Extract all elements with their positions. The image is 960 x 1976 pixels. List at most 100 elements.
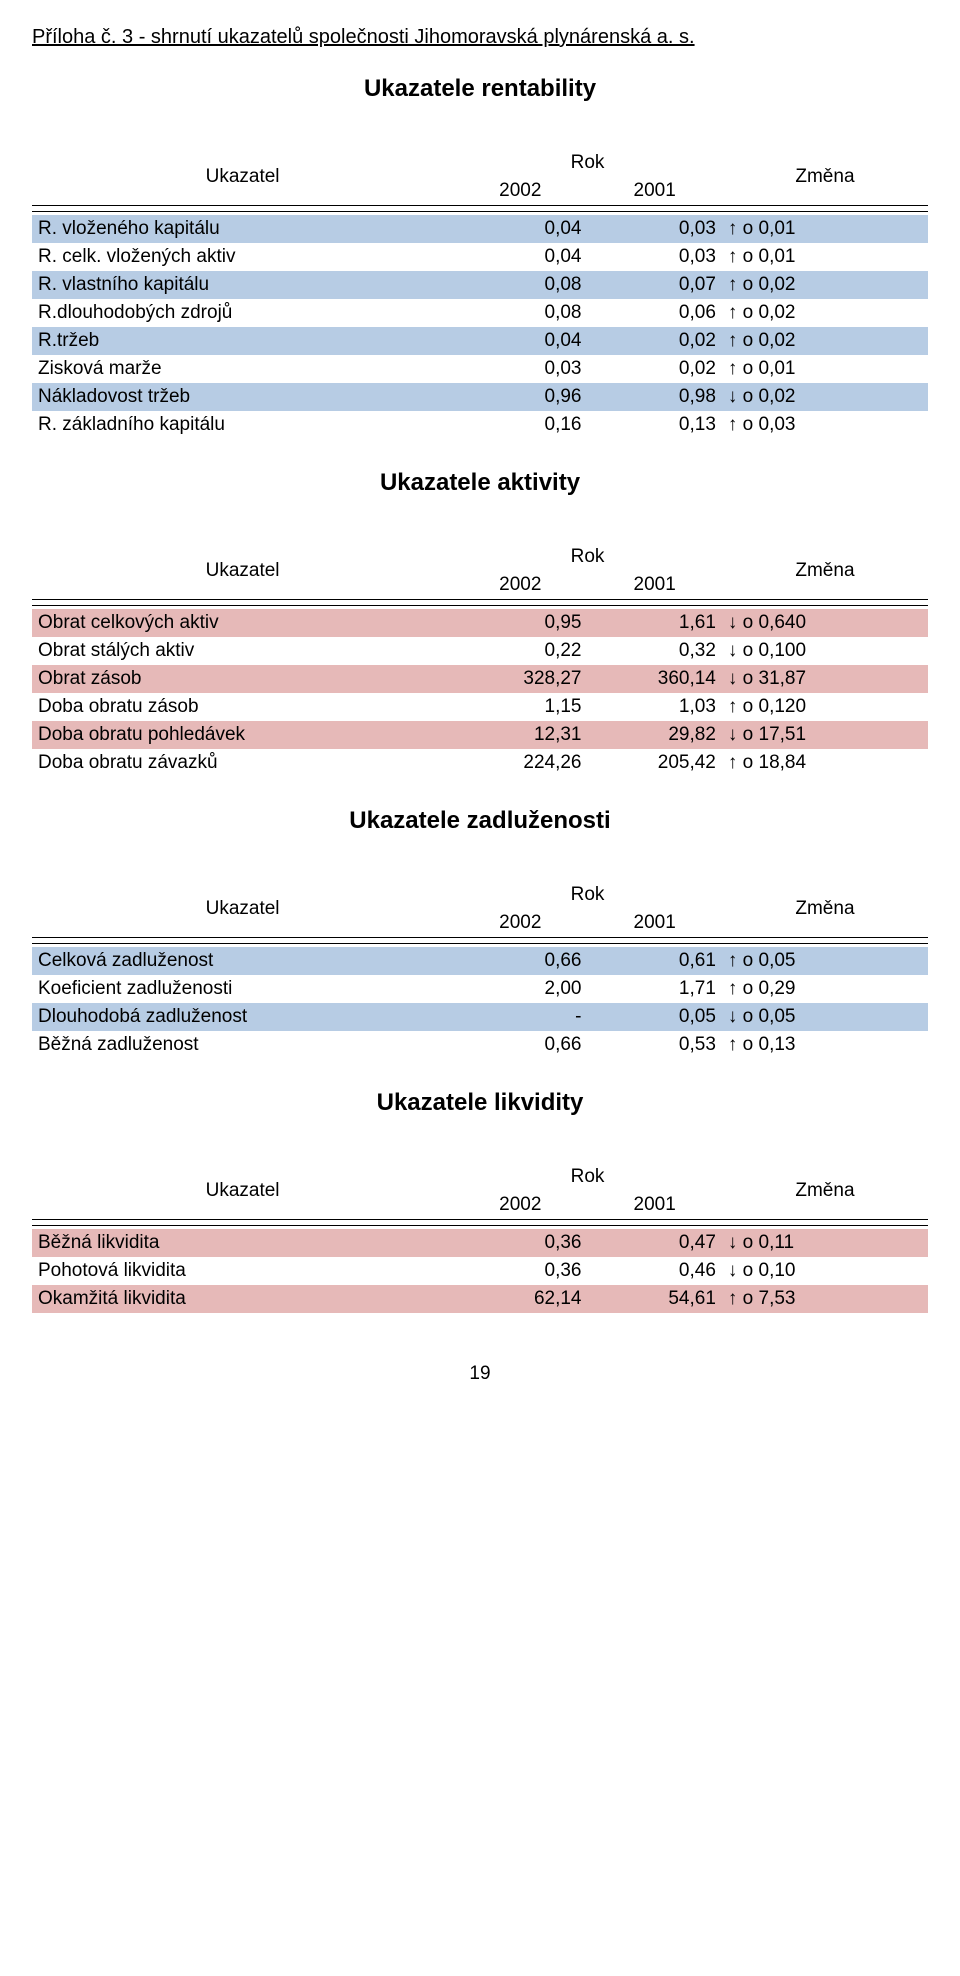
table-row: Obrat stálých aktiv0,220,32↓ o 0,100: [32, 637, 928, 665]
table-row: Obrat celkových aktiv0,951,61↓ o 0,640: [32, 609, 928, 637]
value-cell: 0,98: [588, 383, 722, 411]
value-cell: 0,36: [453, 1257, 587, 1285]
page-number: 19: [32, 1363, 928, 1385]
data-table: UkazatelRokZměna20022001Celková zadlužen…: [32, 881, 928, 1059]
col-header-year: 2001: [588, 1191, 722, 1220]
col-header-rok: Rok: [453, 149, 722, 177]
value-cell: 0,46: [588, 1257, 722, 1285]
change-cell: ↓ o 0,02: [722, 383, 928, 411]
col-header-rok: Rok: [453, 543, 722, 571]
change-cell: ↑ o 0,02: [722, 299, 928, 327]
change-cell: ↑ o 0,01: [722, 215, 928, 243]
table-row: Dlouhodobá zadluženost-0,05↓ o 0,05: [32, 1003, 928, 1031]
value-cell: 0,61: [588, 947, 722, 975]
change-cell: ↓ o 31,87: [722, 665, 928, 693]
value-cell: 0,53: [588, 1031, 722, 1059]
value-cell: 0,66: [453, 1031, 587, 1059]
table-row: Doba obratu závazků224,26205,42↑ o 18,84: [32, 749, 928, 777]
value-cell: 1,71: [588, 975, 722, 1003]
change-cell: ↑ o 0,05: [722, 947, 928, 975]
value-cell: 328,27: [453, 665, 587, 693]
value-cell: 0,96: [453, 383, 587, 411]
indicator-cell: Pohotová likvidita: [32, 1257, 453, 1285]
value-cell: 1,15: [453, 693, 587, 721]
table-row: Obrat zásob328,27360,14↓ o 31,87: [32, 665, 928, 693]
table-row: Nákladovost tržeb0,960,98↓ o 0,02: [32, 383, 928, 411]
change-cell: ↓ o 0,10: [722, 1257, 928, 1285]
col-header-ukazatel: Ukazatel: [32, 543, 453, 600]
value-cell: 2,00: [453, 975, 587, 1003]
col-header-year: 2002: [453, 177, 587, 206]
col-header-year: 2002: [453, 909, 587, 938]
col-header-year: 2002: [453, 1191, 587, 1220]
value-cell: 0,04: [453, 327, 587, 355]
table-row: R.dlouhodobých zdrojů0,080,06↑ o 0,02: [32, 299, 928, 327]
value-cell: 0,04: [453, 215, 587, 243]
value-cell: 0,32: [588, 637, 722, 665]
table-row: Běžná likvidita0,360,47↓ o 0,11: [32, 1229, 928, 1257]
col-header-ukazatel: Ukazatel: [32, 149, 453, 206]
indicator-cell: R. základního kapitálu: [32, 411, 453, 439]
change-cell: ↑ o 0,02: [722, 327, 928, 355]
col-header-year: 2001: [588, 177, 722, 206]
value-cell: 0,36: [453, 1229, 587, 1257]
table-row: Okamžitá likvidita62,1454,61↑ o 7,53: [32, 1285, 928, 1313]
table-row: Pohotová likvidita0,360,46↓ o 0,10: [32, 1257, 928, 1285]
value-cell: 205,42: [588, 749, 722, 777]
data-table: UkazatelRokZměna 20022001 R. vloženého kap…: [32, 149, 928, 439]
section-title: Ukazatele likvidity: [32, 1089, 928, 1117]
indicator-cell: Obrat zásob: [32, 665, 453, 693]
value-cell: 0,03: [453, 355, 587, 383]
change-cell: ↑ o 18,84: [722, 749, 928, 777]
change-cell: ↑ o 0,01: [722, 243, 928, 271]
change-cell: ↑ o 0,13: [722, 1031, 928, 1059]
table-row: Koeficient zadluženosti2,001,71↑ o 0,29: [32, 975, 928, 1003]
section-title: Ukazatele rentability: [32, 75, 928, 103]
col-header-zmena: Změna: [722, 881, 928, 938]
table-row: R. vlastního kapitálu0,080,07↑ o 0,02: [32, 271, 928, 299]
change-cell: ↑ o 0,02: [722, 271, 928, 299]
value-cell: 0,02: [588, 327, 722, 355]
indicator-cell: R. vlastního kapitálu: [32, 271, 453, 299]
indicator-cell: R.tržeb: [32, 327, 453, 355]
indicator-cell: Obrat celkových aktiv: [32, 609, 453, 637]
table-row: R. základního kapitálu0,160,13↑ o 0,03: [32, 411, 928, 439]
value-cell: 0,08: [453, 271, 587, 299]
value-cell: 0,08: [453, 299, 587, 327]
change-cell: ↑ o 7,53: [722, 1285, 928, 1313]
table-row: Doba obratu zásob1,151,03↑ o 0,120: [32, 693, 928, 721]
table-row: Zisková marže0,030,02↑ o 0,01: [32, 355, 928, 383]
change-cell: ↓ o 0,05: [722, 1003, 928, 1031]
indicator-cell: Nákladovost tržeb: [32, 383, 453, 411]
value-cell: 62,14: [453, 1285, 587, 1313]
col-header-rok: Rok: [453, 1163, 722, 1191]
col-header-rok: Rok: [453, 881, 722, 909]
table-row: Celková zadluženost0,660,61↑ o 0,05: [32, 947, 928, 975]
change-cell: ↓ o 0,640: [722, 609, 928, 637]
change-cell: ↑ o 0,03: [722, 411, 928, 439]
col-header-zmena: Změna: [722, 1163, 928, 1220]
col-header-zmena: Změna: [722, 149, 928, 206]
data-table: UkazatelRokZměna20022001Běžná likvidita0…: [32, 1163, 928, 1313]
value-cell: -: [453, 1003, 587, 1031]
document-title: Příloha č. 3 - shrnutí ukazatelů společn…: [32, 26, 928, 49]
table-row: R. celk. vložených aktiv0,040,03↑ o 0,01: [32, 243, 928, 271]
value-cell: 29,82: [588, 721, 722, 749]
col-header-zmena: Změna: [722, 543, 928, 600]
value-cell: 0,02: [588, 355, 722, 383]
col-header-ukazatel: Ukazatel: [32, 881, 453, 938]
value-cell: 360,14: [588, 665, 722, 693]
value-cell: 1,61: [588, 609, 722, 637]
table-row: Běžná zadluženost0,660,53↑ o 0,13: [32, 1031, 928, 1059]
indicator-cell: R.dlouhodobých zdrojů: [32, 299, 453, 327]
value-cell: 0,06: [588, 299, 722, 327]
change-cell: ↑ o 0,120: [722, 693, 928, 721]
value-cell: 0,22: [453, 637, 587, 665]
value-cell: 1,03: [588, 693, 722, 721]
indicator-cell: Doba obratu pohledávek: [32, 721, 453, 749]
indicator-cell: Běžná zadluženost: [32, 1031, 453, 1059]
table-row: R. vloženého kapitálu0,040,03↑ o 0,01: [32, 215, 928, 243]
indicator-cell: Doba obratu závazků: [32, 749, 453, 777]
change-cell: ↑ o 0,29: [722, 975, 928, 1003]
value-cell: 0,95: [453, 609, 587, 637]
